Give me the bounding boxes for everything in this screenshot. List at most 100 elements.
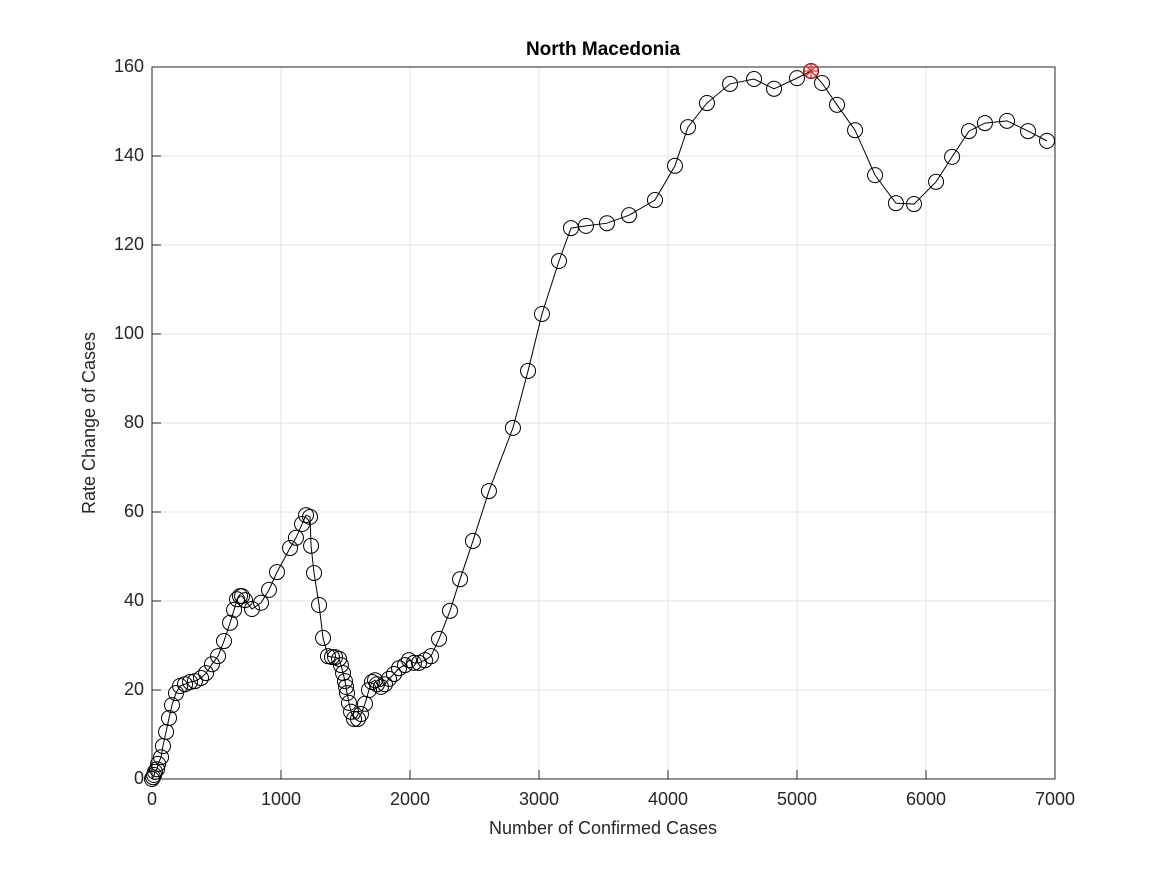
- marker: [380, 670, 397, 687]
- marker: [323, 649, 340, 666]
- marker: [311, 597, 328, 614]
- marker: [193, 669, 210, 686]
- marker: [372, 678, 389, 695]
- marker: [229, 591, 246, 608]
- marker: [464, 532, 481, 549]
- marker: [269, 564, 286, 581]
- marker: [158, 723, 175, 740]
- marker: [163, 697, 180, 714]
- marker: [400, 652, 417, 669]
- marker: [339, 685, 356, 702]
- marker: [360, 682, 377, 698]
- marker: [480, 483, 497, 500]
- marker: [338, 678, 355, 695]
- x-tick-label: 0: [147, 789, 157, 809]
- plot-frame: [151, 66, 1056, 780]
- marker: [253, 594, 270, 611]
- marker: [944, 148, 961, 165]
- marker: [226, 601, 243, 618]
- marker: [431, 630, 448, 647]
- y-tick-label: 40: [124, 590, 144, 610]
- marker: [149, 761, 166, 778]
- marker: [210, 648, 227, 665]
- marker: [928, 173, 945, 190]
- y-tick-label: 140: [114, 145, 144, 165]
- marker: [386, 665, 403, 682]
- marker: [416, 652, 433, 669]
- x-tick-label: 3000: [519, 789, 559, 809]
- marker: [282, 540, 299, 557]
- x-tick-label: 2000: [390, 789, 430, 809]
- x-axis-label: Number of Confirmed Cases: [489, 818, 717, 838]
- marker: [161, 710, 178, 727]
- marker: [234, 588, 251, 605]
- marker: [504, 419, 521, 436]
- y-tick-label: 60: [124, 501, 144, 521]
- marker: [203, 656, 220, 673]
- x-tick-label: 5000: [777, 789, 817, 809]
- marker: [198, 665, 215, 682]
- x-tick-label: 6000: [906, 789, 946, 809]
- marker: [335, 665, 352, 682]
- marker: [746, 71, 763, 88]
- marker: [1020, 123, 1037, 140]
- marker: [215, 633, 232, 650]
- marker: [598, 215, 615, 232]
- y-tick-label: 160: [114, 56, 144, 76]
- marker: [352, 706, 369, 723]
- marker: [906, 196, 923, 213]
- marker: [306, 564, 323, 581]
- marker: [368, 676, 385, 693]
- marker: [847, 122, 864, 139]
- marker: [287, 529, 304, 546]
- marker: [867, 167, 884, 184]
- marker: [423, 648, 440, 665]
- marker: [976, 115, 993, 132]
- marker: [766, 80, 783, 97]
- marker: [405, 654, 422, 671]
- marker: [999, 112, 1016, 129]
- marker: [350, 710, 367, 727]
- marker: [452, 571, 469, 588]
- marker: [722, 75, 739, 92]
- marker: [327, 649, 344, 666]
- marker: [261, 581, 278, 598]
- marker: [533, 305, 550, 322]
- marker: [441, 602, 458, 619]
- highlight-star: [805, 65, 817, 77]
- marker: [396, 657, 413, 674]
- marker: [828, 96, 845, 113]
- marker: [222, 614, 239, 631]
- marker: [577, 217, 594, 234]
- marker: [679, 119, 696, 136]
- y-tick-label: 120: [114, 234, 144, 254]
- marker: [315, 629, 332, 646]
- marker: [814, 75, 831, 92]
- marker: [332, 657, 349, 674]
- y-tick-label: 0: [134, 768, 144, 788]
- y-tick-label: 100: [114, 323, 144, 343]
- marker: [144, 771, 160, 787]
- marker: [376, 676, 393, 693]
- marker: [243, 601, 260, 618]
- marker: [887, 195, 904, 212]
- marker: [698, 95, 715, 112]
- marker: [303, 537, 320, 554]
- marker: [182, 673, 199, 690]
- marker: [150, 755, 167, 772]
- x-tick-label: 7000: [1035, 789, 1075, 809]
- chart-title: North Macedonia: [526, 39, 681, 60]
- marker: [1039, 132, 1056, 149]
- marker: [621, 207, 638, 224]
- y-tick-label: 20: [124, 679, 144, 699]
- marker: [550, 253, 567, 270]
- x-tick-label: 1000: [261, 789, 301, 809]
- marker: [666, 157, 683, 174]
- marker: [789, 70, 805, 87]
- marker: [298, 507, 315, 524]
- marker: [153, 749, 170, 766]
- marker: [146, 763, 163, 780]
- marker: [302, 508, 319, 525]
- y-axis-label: Rate Change of Cases: [79, 332, 99, 514]
- marker: [520, 362, 537, 379]
